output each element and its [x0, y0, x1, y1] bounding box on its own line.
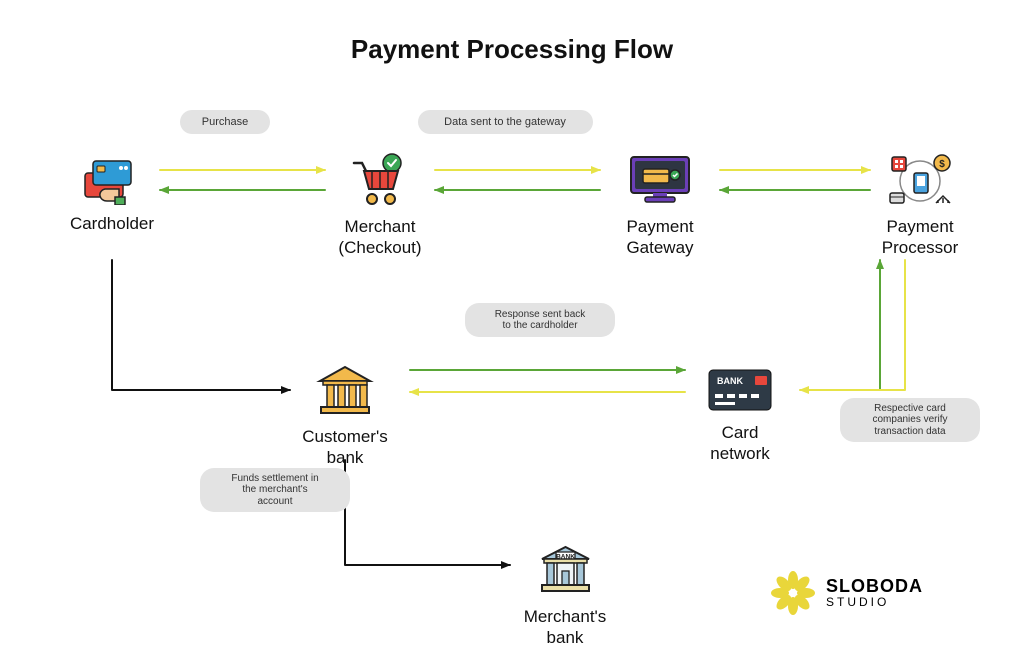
- svg-text:$: $: [939, 159, 945, 170]
- bank-card-icon: BANK: [705, 366, 775, 414]
- node-merchant-label: Merchant (Checkout): [338, 216, 421, 259]
- pill-card-verify: Respective card companies verify transac…: [840, 398, 980, 442]
- svg-text:BANK: BANK: [717, 376, 743, 386]
- bank-blue-icon: BANK: [538, 543, 593, 598]
- pill-response-back: Response sent back to the cardholder: [465, 303, 615, 337]
- node-customer-bank-label: Customer's bank: [302, 426, 387, 469]
- node-merchant: Merchant (Checkout): [320, 153, 440, 259]
- edge-cbank-to-mbank-bk: [345, 460, 510, 565]
- pill-purchase: Purchase: [180, 110, 270, 134]
- node-card-network-label: Card network: [710, 422, 770, 465]
- monitor-gateway-icon: [625, 153, 695, 208]
- edge-ch-to-cbank-bk: [112, 260, 290, 390]
- cardholder-icon: [77, 155, 147, 205]
- shopping-cart-icon: [350, 153, 410, 208]
- pill-funds-settle: Funds settlement in the merchant's accou…: [200, 468, 350, 512]
- node-cardholder-label: Cardholder: [70, 213, 154, 234]
- node-gateway-label: Payment Gateway: [626, 216, 693, 259]
- logo-flower-icon: [770, 570, 816, 616]
- node-processor-label: Payment Processor: [882, 216, 959, 259]
- logo-line1: SLOBODA: [826, 577, 923, 596]
- brand-logo: SLOBODA STUDIO: [770, 570, 923, 616]
- node-processor: $ Payment Processor: [860, 153, 980, 259]
- pill-data-gateway: Data sent to the gateway: [418, 110, 593, 134]
- bank-yellow-icon: [315, 363, 375, 418]
- diagram-title: Payment Processing Flow: [0, 34, 1024, 65]
- node-card-network: BANK Card network: [680, 366, 800, 465]
- node-cardholder: Cardholder: [52, 155, 172, 234]
- node-merchant-bank-label: Merchant's bank: [524, 606, 607, 649]
- logo-text: SLOBODA STUDIO: [826, 577, 923, 608]
- node-gateway: Payment Gateway: [600, 153, 720, 259]
- edge-proc-to-cn-y: [800, 260, 905, 390]
- logo-line2: STUDIO: [826, 596, 923, 609]
- node-customer-bank: Customer's bank: [285, 363, 405, 469]
- processor-icon: $: [888, 153, 953, 208]
- node-merchant-bank: BANK Merchant's bank: [505, 543, 625, 649]
